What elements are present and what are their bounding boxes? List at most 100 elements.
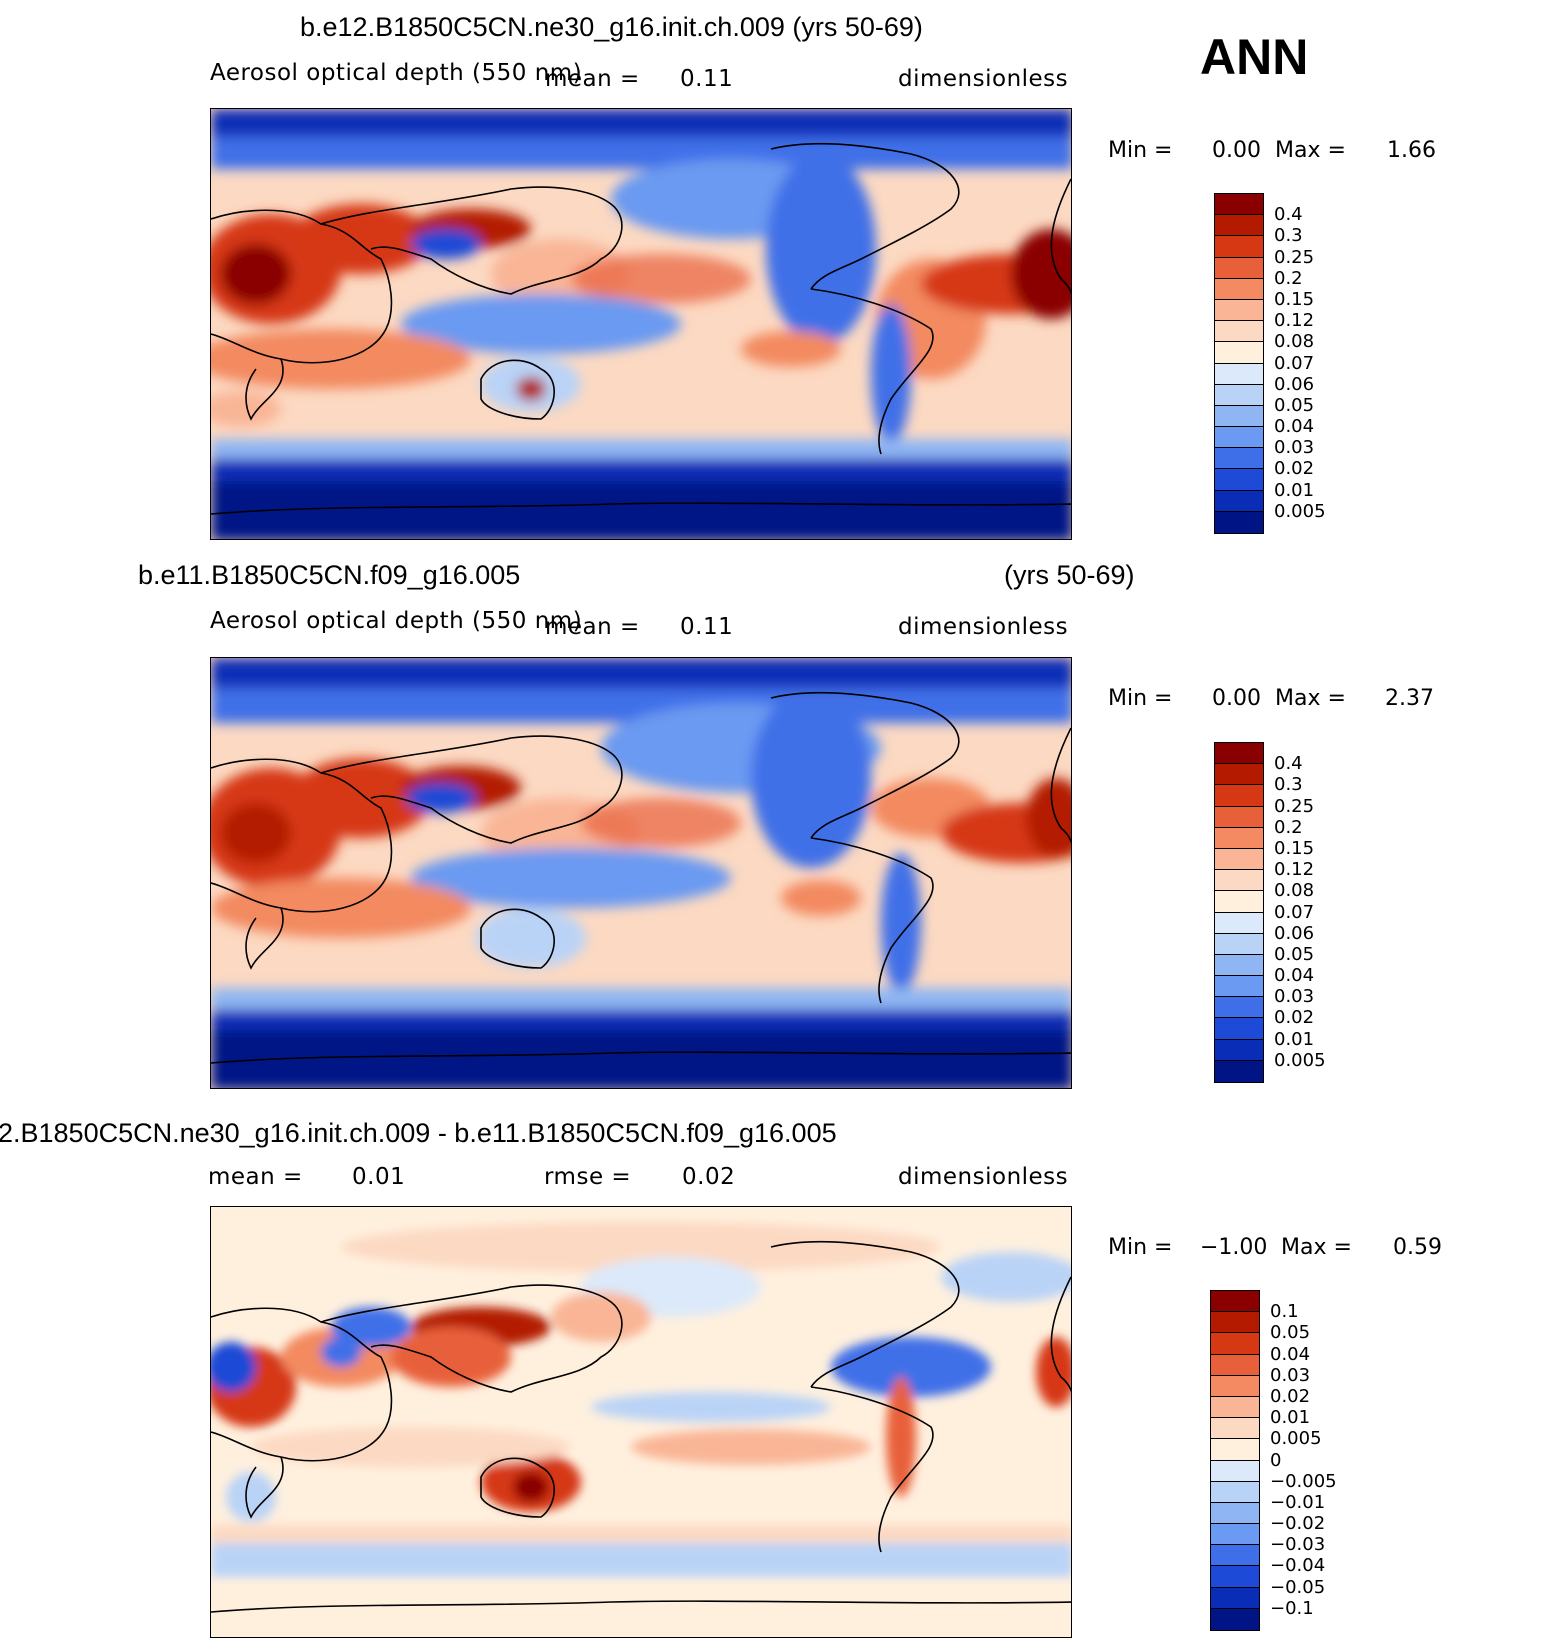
panel-3-colorbar — [1210, 1290, 1260, 1631]
colorbar-swatch — [1211, 1354, 1259, 1376]
panel-3-map-svg — [211, 1207, 1071, 1637]
colorbar-swatch — [1215, 764, 1263, 786]
panel-3-rmse-value: 0.02 — [682, 1164, 736, 1190]
colorbar-swatch — [1215, 1039, 1263, 1061]
colorbar-swatch — [1215, 490, 1263, 512]
panel-1-colorbar — [1214, 193, 1264, 534]
colorbar-swatch — [1215, 933, 1263, 955]
panel-3-min-label: Min = — [1108, 1235, 1173, 1260]
colorbar-swatch — [1215, 827, 1263, 849]
colorbar-level-label: 0.15 — [1274, 288, 1315, 310]
colorbar-swatch — [1215, 806, 1263, 828]
panel-3-map — [210, 1206, 1072, 1638]
colorbar-swatch — [1211, 1375, 1259, 1397]
colorbar-level-label: 0.06 — [1274, 373, 1315, 395]
colorbar-level-label: 0.15 — [1274, 837, 1315, 859]
colorbar-level-label: 0 — [1270, 1449, 1282, 1471]
colorbar-swatch — [1215, 194, 1263, 216]
colorbar-level-label: 0.05 — [1270, 1322, 1311, 1344]
colorbar-level-label: 0.08 — [1274, 331, 1315, 353]
panel-1-min-value: 0.00 — [1212, 138, 1261, 163]
colorbar-swatch — [1211, 1291, 1259, 1313]
colorbar-level-label: 0.2 — [1274, 267, 1303, 289]
panel-2-colorbar — [1214, 742, 1264, 1083]
colorbar-swatch — [1215, 236, 1263, 258]
panel-1-map-svg — [211, 109, 1071, 539]
panel-1-coastlines — [211, 142, 1071, 515]
colorbar-level-label: 0.07 — [1274, 901, 1315, 923]
colorbar-swatch — [1215, 257, 1263, 279]
colorbar-swatch — [1211, 1587, 1259, 1609]
panel-2-min-label: Min = — [1108, 686, 1173, 711]
colorbar-level-label: 0.04 — [1270, 1343, 1311, 1365]
panel-3-title: 2.B1850C5CN.ne30_g16.init.ch.009 - b.e11… — [0, 1118, 837, 1148]
colorbar-swatch — [1215, 342, 1263, 364]
colorbar-swatch — [1215, 299, 1263, 322]
panel-2-map-svg — [211, 658, 1071, 1088]
colorbar-swatch — [1215, 448, 1263, 470]
panel-2-coastlines — [211, 691, 1071, 1064]
colorbar-swatch — [1211, 1566, 1259, 1588]
colorbar-level-label: 0.05 — [1274, 394, 1315, 416]
colorbar-swatch — [1215, 912, 1263, 934]
colorbar-level-label: 0.07 — [1274, 352, 1315, 374]
panel-2-map — [210, 657, 1072, 1089]
panel-2-max-value: 2.37 — [1385, 686, 1434, 711]
colorbar-swatch — [1211, 1460, 1259, 1482]
colorbar-level-label: 0.1 — [1270, 1301, 1299, 1323]
colorbar-level-label: 0.25 — [1274, 795, 1315, 817]
colorbar-level-label: 0.02 — [1274, 458, 1315, 480]
colorbar-swatch — [1211, 1333, 1259, 1355]
panel-3-rmse-label: rmse = — [544, 1164, 632, 1190]
colorbar-swatch — [1215, 785, 1263, 807]
panel-3-coastlines — [211, 1240, 1071, 1613]
colorbar-level-label: 0.05 — [1274, 943, 1315, 965]
colorbar-swatch — [1211, 1608, 1259, 1630]
colorbar-level-label: 0.4 — [1274, 204, 1303, 226]
panel-2-mean-label: mean = — [545, 614, 640, 640]
colorbar-swatch — [1211, 1418, 1259, 1440]
colorbar-swatch — [1215, 997, 1263, 1019]
colorbar-level-label: −0.05 — [1270, 1576, 1326, 1598]
panel-1-min-label: Min = — [1108, 138, 1173, 163]
colorbar-level-label: 0.01 — [1270, 1407, 1311, 1429]
colorbar-level-label: 0.2 — [1274, 816, 1303, 838]
colorbar-swatch — [1211, 1481, 1259, 1503]
colorbar-swatch — [1215, 511, 1263, 533]
colorbar-level-label: 0.01 — [1274, 1028, 1315, 1050]
panel-1-units: dimensionless — [898, 66, 1069, 92]
colorbar-level-label: 0.02 — [1274, 1007, 1315, 1029]
colorbar-swatch — [1215, 976, 1263, 998]
panel-2-variable: Aerosol optical depth (550 nm) — [210, 608, 583, 634]
colorbar-level-label: 0.03 — [1270, 1364, 1311, 1386]
colorbar-level-label: 0.005 — [1270, 1428, 1322, 1450]
colorbar-swatch — [1215, 870, 1263, 892]
panel-2-title: b.e11.B1850C5CN.f09_g16.005 — [138, 560, 521, 590]
panel-2-max-label: Max = — [1275, 686, 1346, 711]
colorbar-swatch — [1215, 215, 1263, 237]
colorbar-swatch — [1215, 848, 1263, 871]
colorbar-level-label: 0.06 — [1274, 922, 1315, 944]
colorbar-level-label: 0.02 — [1270, 1385, 1311, 1407]
colorbar-level-label: −0.04 — [1270, 1555, 1326, 1577]
colorbar-swatch — [1215, 891, 1263, 913]
panel-3-max-label: Max = — [1281, 1235, 1352, 1260]
season-label: ANN — [1200, 29, 1309, 85]
colorbar-level-label: 0.3 — [1274, 225, 1303, 247]
colorbar-level-label: 0.12 — [1274, 310, 1315, 332]
panel-1-mean-value: 0.11 — [680, 66, 734, 92]
panel-3-mean-value: 0.01 — [352, 1164, 406, 1190]
colorbar-swatch — [1215, 1018, 1263, 1040]
panel-3-min-value: −1.00 — [1200, 1235, 1268, 1260]
colorbar-swatch — [1215, 427, 1263, 449]
colorbar-level-label: −0.005 — [1270, 1470, 1337, 1492]
colorbar-level-label: −0.1 — [1270, 1597, 1314, 1619]
colorbar-swatch — [1215, 321, 1263, 343]
panel-1-map — [210, 108, 1072, 540]
panel-3-max-value: 0.59 — [1393, 1235, 1442, 1260]
colorbar-swatch — [1215, 1060, 1263, 1082]
colorbar-swatch — [1211, 1439, 1259, 1461]
colorbar-swatch — [1211, 1502, 1259, 1525]
panel-3-mean-label: mean = — [208, 1164, 303, 1190]
panel-1-title: b.e12.B1850C5CN.ne30_g16.init.ch.009 (yr… — [300, 12, 923, 42]
